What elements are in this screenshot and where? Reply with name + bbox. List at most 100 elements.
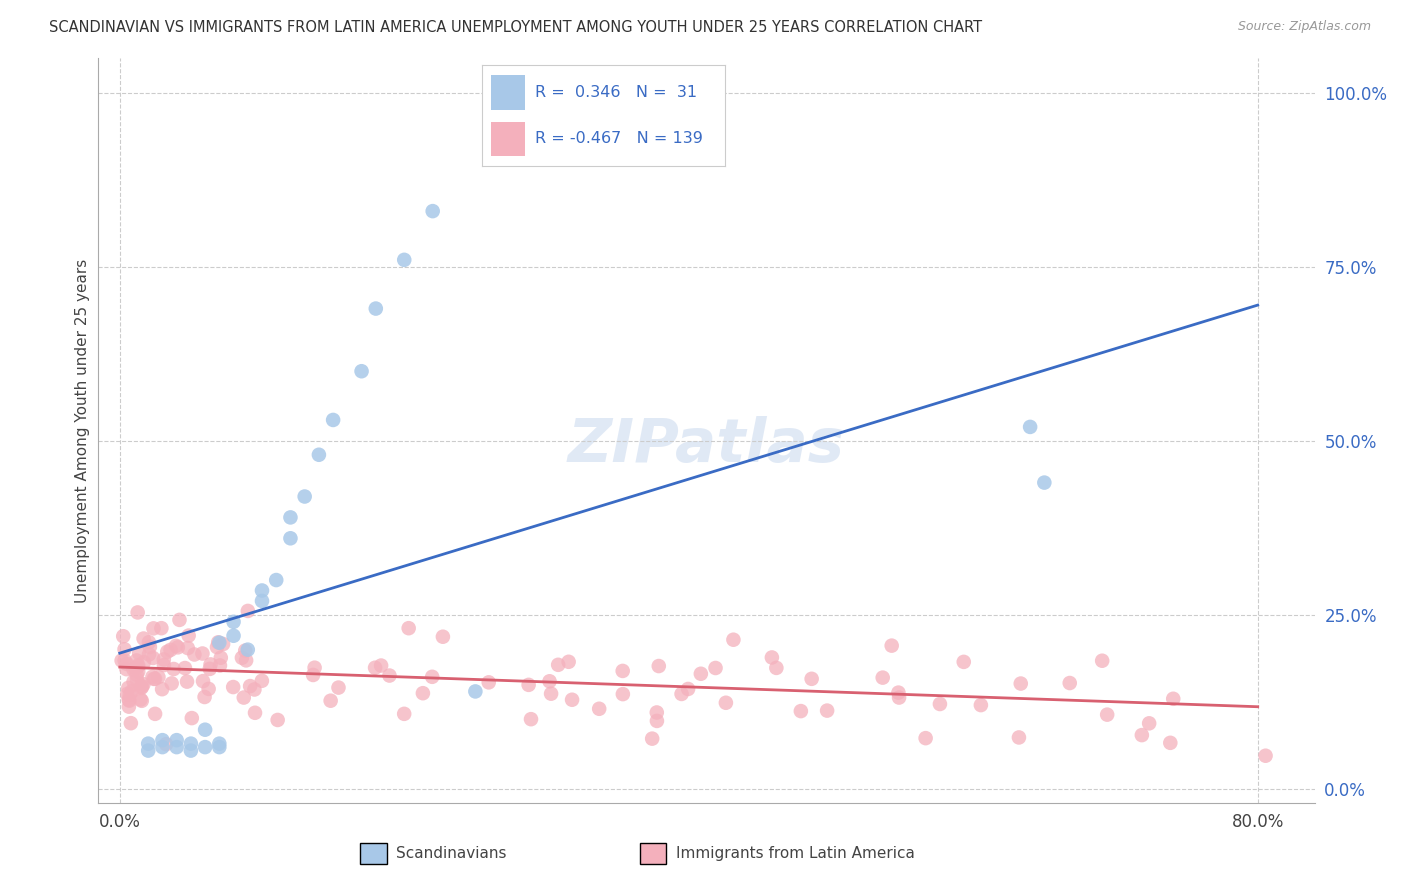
Point	[319, 694, 342, 708]
Point	[150, 682, 173, 697]
Text: Immigrants from Latin America: Immigrants from Latin America	[676, 846, 915, 861]
Point	[723, 632, 745, 647]
Point	[156, 645, 179, 659]
Point	[205, 640, 228, 654]
Point	[198, 662, 221, 676]
Point	[641, 731, 664, 746]
Point	[304, 661, 326, 675]
Point	[153, 652, 176, 666]
Point	[143, 672, 166, 686]
Point	[970, 698, 993, 712]
Point	[231, 650, 253, 665]
Point	[129, 692, 152, 706]
Point	[1091, 654, 1114, 668]
Point	[645, 706, 668, 720]
Point	[612, 664, 634, 678]
Point	[398, 621, 420, 635]
Point	[1059, 676, 1081, 690]
Point	[294, 490, 316, 504]
Point	[250, 673, 273, 688]
Point	[394, 252, 416, 267]
Point	[264, 573, 287, 587]
Point	[165, 639, 187, 653]
Point	[464, 684, 486, 698]
Point	[243, 682, 266, 697]
Point	[122, 662, 145, 676]
Point	[132, 656, 155, 670]
Point	[159, 643, 181, 657]
Point	[322, 413, 344, 427]
Point	[952, 655, 974, 669]
Point	[280, 531, 302, 545]
Point	[1019, 420, 1042, 434]
Point	[118, 692, 141, 706]
Point	[761, 650, 783, 665]
Point	[114, 642, 136, 657]
Point	[142, 651, 165, 665]
Point	[114, 653, 136, 667]
Point	[222, 680, 245, 694]
Point	[117, 681, 139, 695]
Point	[115, 657, 138, 671]
Point	[194, 690, 217, 704]
Point	[1159, 736, 1181, 750]
Point	[191, 674, 214, 689]
Point	[180, 743, 202, 757]
Point	[153, 658, 176, 673]
Point	[127, 660, 149, 674]
Point	[478, 675, 501, 690]
Point	[152, 740, 174, 755]
Point	[138, 635, 160, 649]
Point	[517, 678, 540, 692]
Point	[588, 702, 610, 716]
Point	[121, 684, 143, 698]
Point	[929, 697, 952, 711]
Point	[117, 687, 139, 701]
Point	[540, 687, 562, 701]
Point	[136, 743, 159, 757]
Point	[148, 670, 170, 684]
Point	[222, 629, 245, 643]
Point	[328, 681, 350, 695]
Point	[208, 658, 231, 673]
Point	[166, 640, 188, 655]
FancyBboxPatch shape	[640, 843, 666, 863]
Point	[239, 679, 262, 693]
Point	[125, 653, 148, 667]
Point	[131, 681, 153, 695]
Point	[422, 204, 444, 219]
FancyBboxPatch shape	[360, 843, 387, 863]
Point	[124, 661, 146, 675]
Point	[648, 659, 671, 673]
Point	[115, 662, 138, 676]
Point	[880, 639, 903, 653]
Point	[177, 641, 200, 656]
Point	[120, 716, 142, 731]
Point	[132, 677, 155, 691]
Point	[266, 713, 288, 727]
Point	[432, 630, 454, 644]
Text: Scandinavians: Scandinavians	[396, 846, 508, 861]
Point	[233, 643, 256, 657]
Point	[207, 635, 229, 649]
Point	[370, 658, 392, 673]
Point	[815, 704, 838, 718]
Point	[180, 711, 202, 725]
Point	[191, 647, 214, 661]
Point	[232, 690, 254, 705]
Point	[166, 740, 188, 755]
Point	[236, 642, 259, 657]
Y-axis label: Unemployment Among Youth under 25 years: Unemployment Among Youth under 25 years	[75, 259, 90, 602]
Point	[125, 673, 148, 687]
Point	[800, 672, 823, 686]
Text: SCANDINAVIAN VS IMMIGRANTS FROM LATIN AMERICA UNEMPLOYMENT AMONG YOUTH UNDER 25 : SCANDINAVIAN VS IMMIGRANTS FROM LATIN AM…	[49, 20, 983, 35]
Point	[1033, 475, 1056, 490]
Point	[704, 661, 727, 675]
Point	[765, 661, 787, 675]
Point	[561, 692, 583, 706]
Point	[235, 653, 257, 667]
Point	[142, 621, 165, 635]
Point	[150, 621, 173, 635]
Point	[790, 704, 813, 718]
Point	[155, 737, 177, 751]
